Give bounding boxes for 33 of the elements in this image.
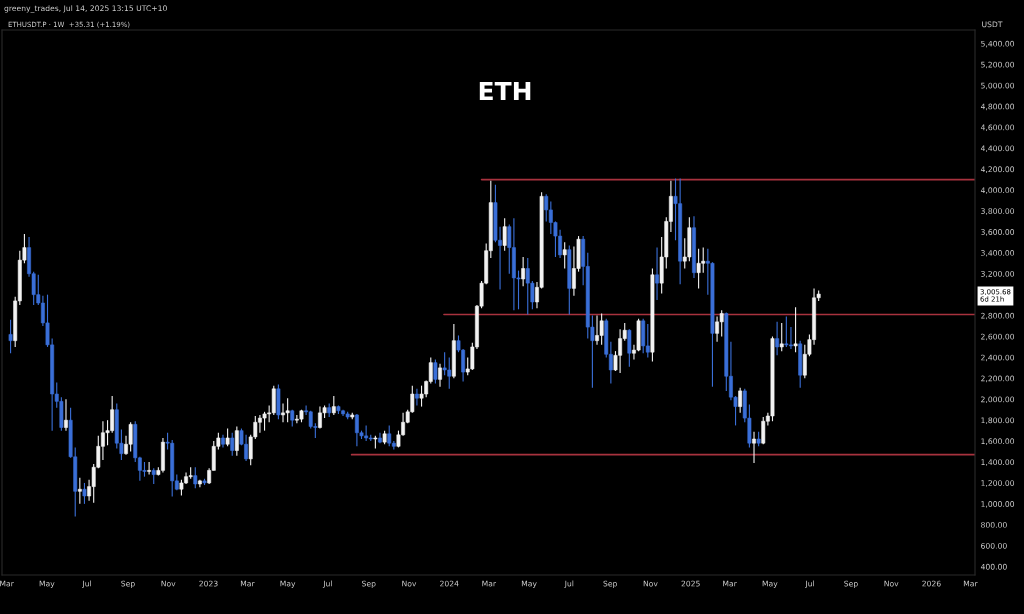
candlestick [775,321,780,356]
candlestick [784,316,789,348]
candlestick [262,411,267,432]
candlestick [331,395,336,416]
candlestick [719,309,724,338]
candlestick [438,363,442,388]
candlestick [645,323,650,358]
candlestick [627,328,632,368]
candlestick [779,322,784,352]
candlestick [193,466,198,489]
text: ETH [479,81,531,101]
candlestick [655,247,659,301]
candlestick [793,306,798,353]
candlestick [230,432,235,457]
candlestick [562,241,567,270]
candlestick [599,312,604,346]
candlestick [419,385,424,408]
candlestick [387,424,392,447]
candlestick [415,388,419,407]
candlestick [521,256,526,287]
candlestick [761,416,766,445]
candlestick [64,398,68,432]
candlestick [502,217,507,252]
candlestick [433,358,438,385]
candlestick [8,319,13,354]
candlestick [77,477,82,505]
candlestick [752,431,756,464]
candlestick [147,461,152,476]
candlestick [738,387,743,414]
candlestick [234,425,239,457]
candlestick [128,421,133,453]
candlestick [285,397,290,423]
candlestick [82,482,87,505]
